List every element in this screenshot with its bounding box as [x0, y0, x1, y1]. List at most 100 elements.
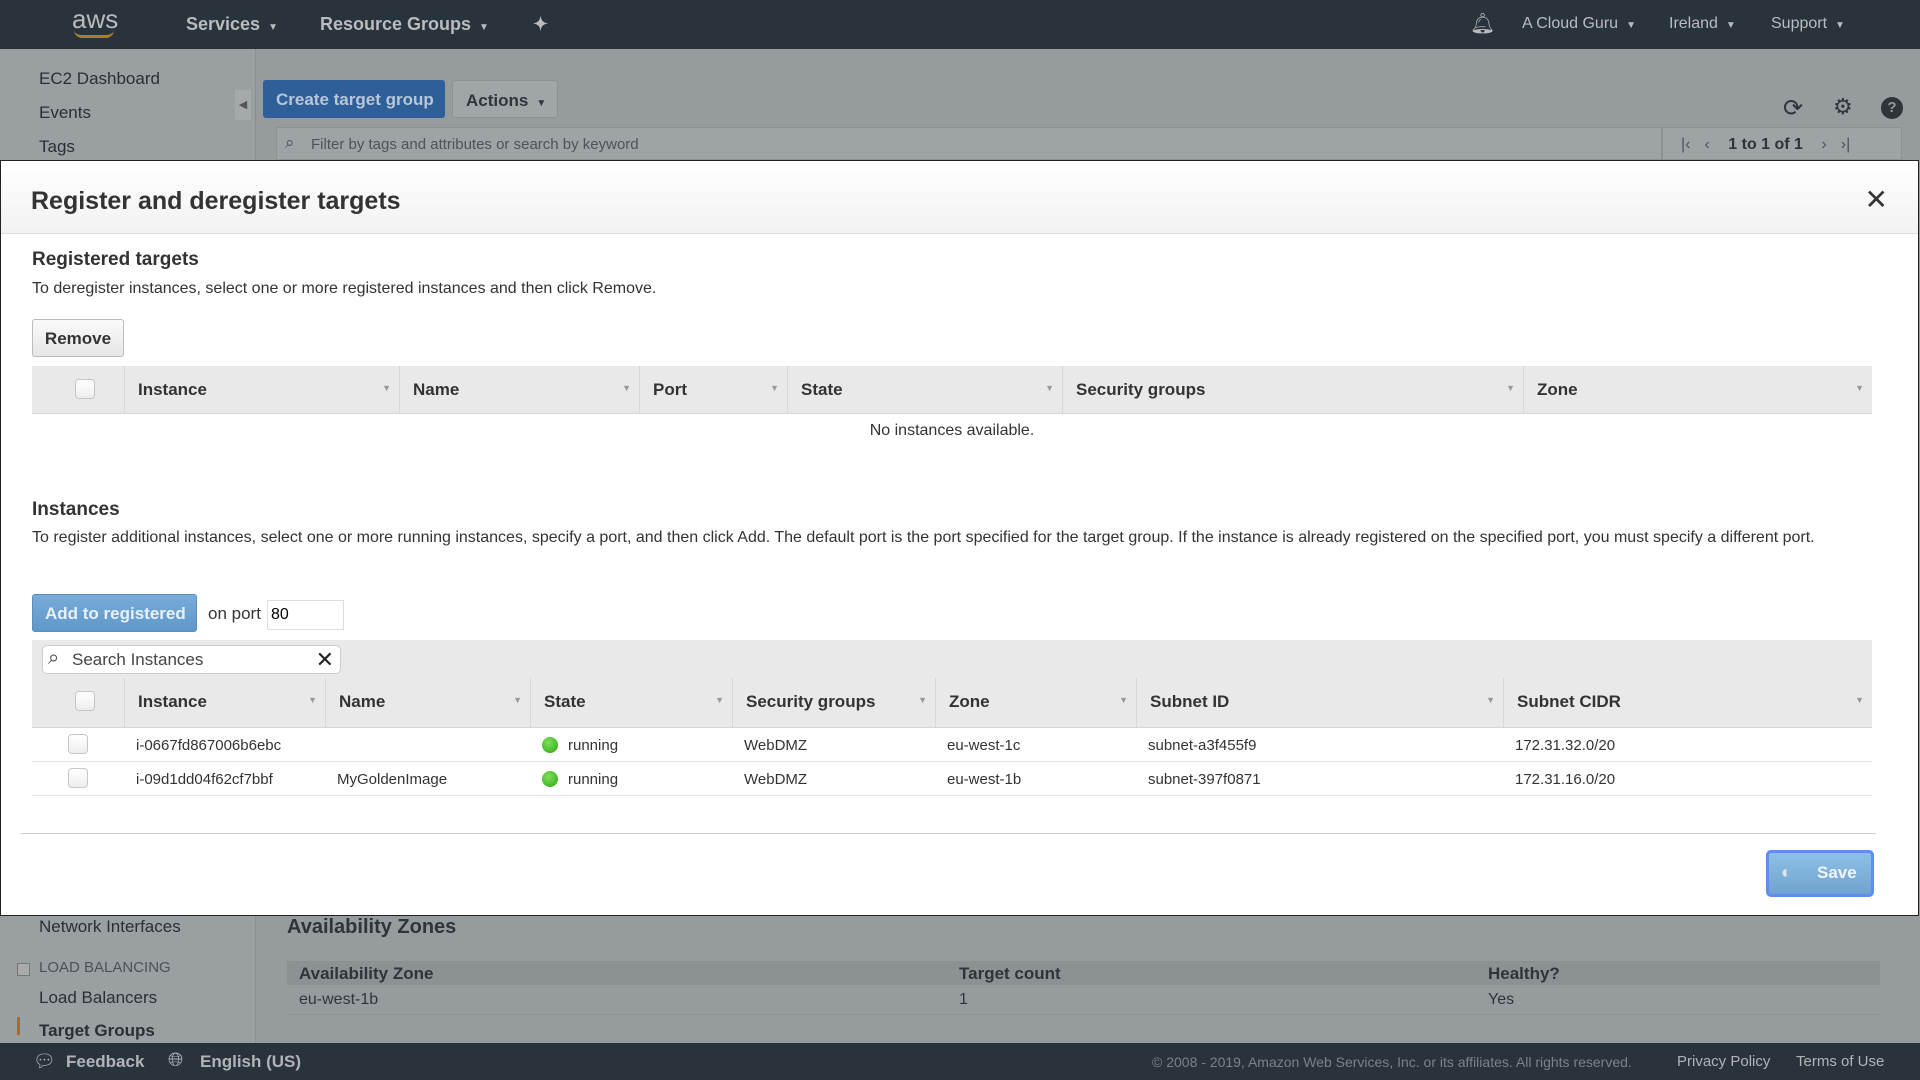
sort-icon[interactable]: ▼ — [1855, 383, 1864, 393]
search-icon: ⌕ — [285, 133, 295, 152]
sort-icon[interactable]: ▼ — [1045, 383, 1054, 393]
sort-icon[interactable]: ▼ — [1506, 383, 1515, 393]
col-name[interactable]: Name ▼ — [325, 678, 530, 727]
col-subnet-id[interactable]: Subnet ID ▼ — [1136, 678, 1503, 727]
create-target-group-button[interactable]: Create target group — [263, 80, 445, 118]
bell-icon[interactable]: 🔔︎ — [1470, 13, 1496, 35]
gear-icon[interactable]: ⚙ — [1833, 94, 1853, 119]
empty-message: No instances available. — [869, 422, 1035, 439]
col-state[interactable]: State ▼ — [787, 366, 1062, 413]
instances-table-header: Instance ▼ Name ▼ State ▼ Security groups ▼ … — [32, 678, 1872, 728]
chevron-down-icon: ▼ — [479, 22, 489, 33]
services-label: Services — [186, 14, 261, 34]
running-status-icon — [542, 737, 558, 753]
az-healthy: Yes — [1488, 991, 1515, 1008]
feedback-link[interactable]: Feedback — [66, 1052, 145, 1071]
actions-label: Actions — [466, 91, 529, 110]
sidebar-item-network-interfaces[interactable]: Network Interfaces — [39, 917, 181, 936]
terms-of-use-link[interactable]: Terms of Use — [1796, 1053, 1885, 1070]
resource-groups-menu[interactable]: Resource Groups ▼ — [320, 14, 489, 35]
col-port[interactable]: Port ▼ — [639, 366, 787, 413]
col-instance[interactable]: Instance ▼ — [124, 678, 325, 727]
save-button[interactable]: ◐ Save — [1766, 850, 1874, 897]
sidebar-item-events[interactable]: Events — [39, 103, 91, 122]
col-security-groups[interactable]: Security groups ▼ — [1062, 366, 1523, 413]
col-name[interactable]: Name ▼ — [399, 366, 639, 413]
aws-logo[interactable]: aws — [72, 4, 119, 34]
col-zone[interactable]: Zone ▼ — [1523, 366, 1872, 413]
search-icon: ⌕ — [48, 647, 60, 669]
support-menu[interactable]: Support ▼ — [1771, 15, 1845, 33]
first-page-icon[interactable]: |‹ — [1681, 136, 1691, 153]
col-instance[interactable]: Instance ▼ — [124, 366, 399, 413]
region-menu[interactable]: Ireland ▼ — [1669, 15, 1736, 33]
az-count: 1 — [959, 991, 968, 1008]
privacy-policy-link[interactable]: Privacy Policy — [1677, 1053, 1771, 1070]
checkbox[interactable] — [68, 734, 88, 754]
checkbox[interactable] — [74, 691, 95, 711]
search-instances-input[interactable]: ⌕ Search Instances ✕ — [42, 645, 341, 674]
copyright: © 2008 - 2019, Amazon Web Services, Inc.… — [1152, 1054, 1632, 1070]
sort-icon[interactable]: ▼ — [918, 695, 927, 705]
row-select[interactable] — [32, 728, 124, 761]
cell-subnet-id: subnet-a3f455f9 — [1148, 737, 1257, 754]
refresh-icon[interactable]: ⟳ — [1783, 95, 1804, 122]
col-label: Security groups — [746, 692, 876, 711]
sort-icon[interactable]: ▼ — [1486, 695, 1495, 705]
pagination: |‹ ‹ 1 to 1 of 1 › ›| — [1662, 127, 1902, 160]
table-row[interactable]: i-0667fd867006b6ebc running WebDMZ eu-we… — [32, 728, 1872, 762]
cell-instance: i-09d1dd04f62cf7bbf — [136, 771, 273, 788]
account-menu[interactable]: A Cloud Guru ▼ — [1522, 15, 1636, 33]
last-page-icon[interactable]: ›| — [1840, 136, 1851, 153]
col-label: Name — [413, 380, 460, 399]
sort-icon[interactable]: ▼ — [622, 383, 631, 393]
col-state[interactable]: State ▼ — [530, 678, 732, 727]
port-input[interactable] — [267, 600, 344, 630]
next-page-icon[interactable]: › — [1821, 136, 1827, 153]
filter-input[interactable]: ⌕ Filter by tags and attributes or search… — [276, 127, 1662, 160]
col-security-groups[interactable]: Security groups ▼ — [732, 678, 935, 727]
checkbox[interactable] — [68, 768, 88, 788]
az-col-zone: Availability Zone — [299, 964, 434, 983]
cell-subnet-id: subnet-397f0871 — [1148, 771, 1261, 788]
sort-icon[interactable]: ▼ — [382, 383, 391, 393]
sort-icon[interactable]: ▼ — [308, 695, 317, 705]
row-select[interactable] — [32, 762, 124, 795]
sort-icon[interactable]: ▼ — [770, 383, 779, 393]
sort-icon[interactable]: ▼ — [715, 695, 724, 705]
language-selector[interactable]: English (US) — [200, 1052, 302, 1071]
sort-icon[interactable]: ▼ — [513, 695, 522, 705]
collapse-icon[interactable] — [17, 963, 30, 976]
clear-search-icon[interactable]: ✕ — [315, 647, 334, 672]
spinner-icon: ◐ — [1781, 862, 1792, 882]
col-zone[interactable]: Zone ▼ — [935, 678, 1136, 727]
state-label: running — [568, 737, 619, 754]
chevron-down-icon: ▼ — [536, 98, 547, 109]
collapse-sidebar-icon[interactable]: ◀ — [235, 90, 251, 120]
sidebar-item-target-groups[interactable]: Target Groups — [39, 1021, 155, 1040]
remove-button[interactable]: Remove — [32, 319, 124, 357]
close-icon[interactable]: ✕ — [1864, 184, 1888, 215]
col-label: Port — [653, 380, 687, 399]
select-all-registered[interactable] — [32, 366, 124, 413]
registered-table-header: Instance ▼ Name ▼ Port ▼ State ▼ Security gr… — [32, 366, 1872, 414]
help-icon[interactable]: ? — [1881, 97, 1903, 119]
checkbox[interactable] — [74, 379, 95, 399]
pin-icon[interactable]: ✦ — [533, 14, 549, 34]
services-menu[interactable]: Services ▼ — [186, 14, 278, 35]
table-row[interactable]: i-09d1dd04f62cf7bbf MyGoldenImage runnin… — [32, 762, 1872, 796]
select-all-instances[interactable] — [32, 678, 124, 727]
sort-icon[interactable]: ▼ — [1855, 695, 1864, 705]
state-label: running — [568, 771, 619, 788]
actions-button[interactable]: Actions ▼ — [452, 80, 558, 118]
sidebar-item-load-balancers[interactable]: Load Balancers — [39, 988, 158, 1007]
col-subnet-cidr[interactable]: Subnet CIDR ▼ — [1503, 678, 1872, 727]
col-label: State — [544, 692, 586, 711]
prev-page-icon[interactable]: ‹ — [1704, 136, 1710, 153]
sidebar-item-tags[interactable]: Tags — [39, 137, 75, 156]
search-toolbar: ⌕ Search Instances ✕ — [32, 640, 1872, 678]
chevron-down-icon: ▼ — [1725, 20, 1736, 31]
add-to-registered-button[interactable]: Add to registered — [32, 594, 197, 632]
sidebar-item-ec2-dashboard[interactable]: EC2 Dashboard — [39, 69, 160, 88]
sort-icon[interactable]: ▼ — [1119, 695, 1128, 705]
